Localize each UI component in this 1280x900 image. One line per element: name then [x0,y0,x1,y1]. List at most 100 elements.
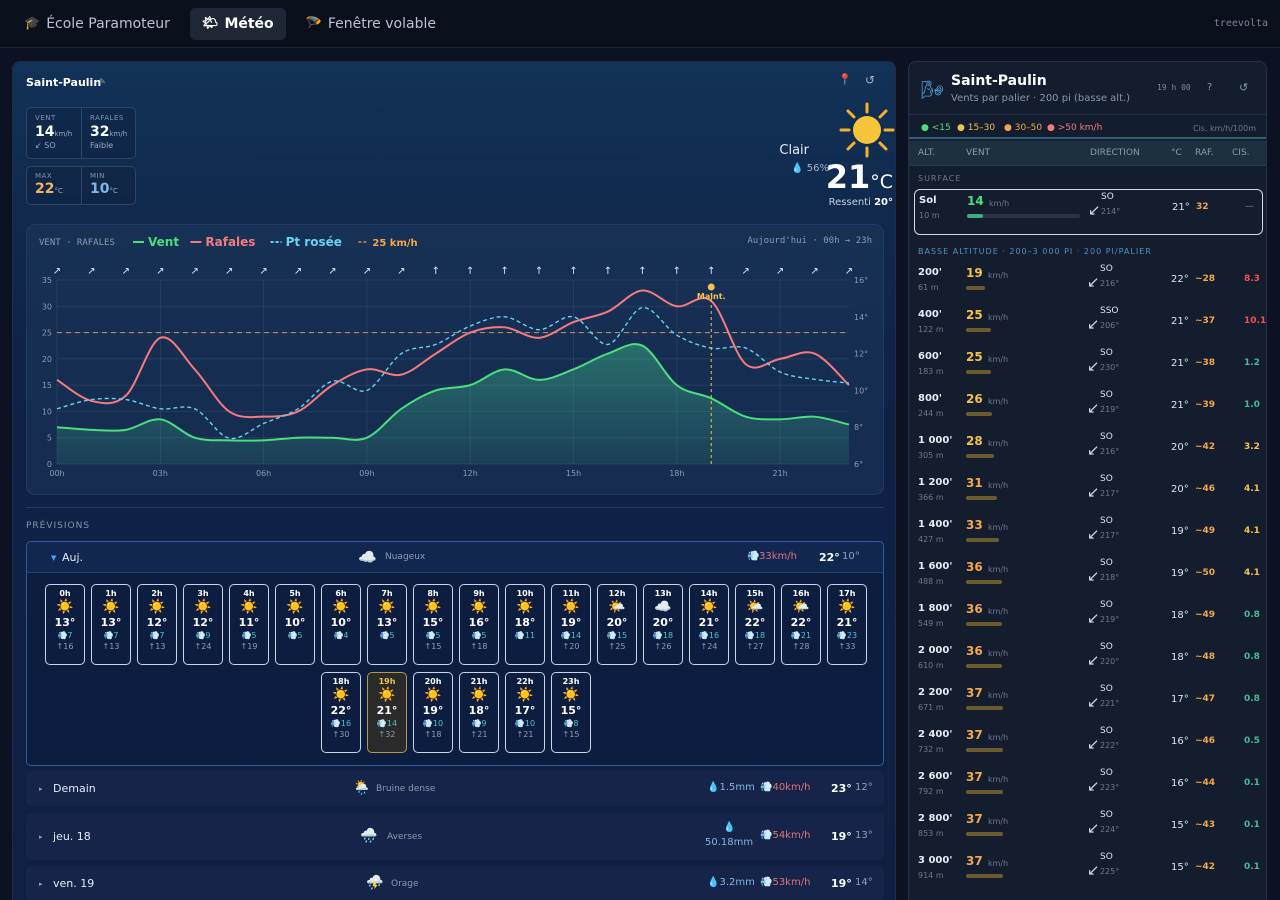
tab-ecole[interactable]: 🎓 École Paramoteur [12,8,182,40]
hour-temp: 13° [376,616,398,629]
altitude-row[interactable]: 2 200' 671 m 37 km/h ↙ SO 221° 17° ~47 0.8 [909,682,1266,724]
day-rain: 💧3.2mm [707,877,755,888]
hour-card[interactable]: 22h ☀️ 17° 💨10 ↑21 [505,672,545,753]
altitude-row[interactable]: 2 000' 610 m 36 km/h ↙ SO 220° 18° ~48 0.8 [909,640,1266,682]
hour-card[interactable]: 2h ☀️ 12° 💨7 ↑13 [137,584,177,665]
hour-card[interactable]: 20h ☀️ 19° 💨10 ↑18 [413,672,453,753]
hour-card[interactable]: 23h ☀️ 15° 💨8 ↑15 [551,672,591,753]
hour-card[interactable]: 18h ☀️ 22° 💨16 ↑30 [321,672,361,753]
altitude-row[interactable]: 2 400' 732 m 37 km/h ↙ SO 222° 16° ~46 0.5 [909,724,1266,766]
day-label: ven. 19 [53,877,95,890]
day-gust: 💨40km/h [760,782,811,793]
hour-card[interactable]: 21h ☀️ 18° 💨9 ↑21 [459,672,499,753]
hour-card[interactable]: 7h ☀️ 13° 💨5 [367,584,407,665]
hour-card[interactable]: 12h 🌤️ 20° 💨15 ↑25 [597,584,637,665]
hour-card[interactable]: 1h ☀️ 13° 💨7 ↑13 [91,584,131,665]
row-altitude: 1 800' [918,603,953,614]
wind-unit: km/h [54,130,73,138]
feels-value: 20° [874,197,893,208]
day-min: 10° [842,551,860,562]
day-row[interactable]: ▸ jeu. 18 🌧️ Averses 💧 50.18mm 💨54km/h 19° 13° [26,813,884,860]
tab-meteo[interactable]: 🌤 Météo [189,7,286,40]
row-speed-unit: km/h [988,397,1009,406]
altitude-row[interactable]: 400' 122 m 25 km/h ↙ SSO 206° 21° ~37 10.1 [909,304,1266,346]
hour-wind: 💨8 [563,719,579,728]
hour-card[interactable]: 19h ☀️ 21° 💨14 ↑32 [367,672,407,753]
altitude-row[interactable]: 1 400' 427 m 33 km/h ↙ SO 217° 19° ~49 4.1 [909,514,1266,556]
altitude-row[interactable]: 1 000' 305 m 28 km/h ↙ SO 216° 20° ~42 3.2 [909,430,1266,472]
row-speed-unit: km/h [988,691,1009,700]
weather-icon: 🌤️ [792,599,810,615]
altitude-row[interactable]: 1 600' 488 m 36 km/h ↙ SO 218° 19° ~50 4.1 [909,556,1266,598]
today-header[interactable]: ▼ Auj. ☁️ Nuageux 💨 33km/h 22° 10° [27,542,883,573]
hour-card[interactable]: 11h ☀️ 19° 💨14 ↑20 [551,584,591,665]
day-row[interactable]: ▸ ven. 19 ⛈️ Orage 💧3.2mm 💨53km/h 19° 14° [26,866,884,900]
hour-temp: 11° [238,616,260,629]
weather-icon: ☀️ [470,599,488,615]
row-gust: ~37 [1195,316,1216,326]
altitude-row[interactable]: 600' 183 m 25 km/h ↙ SO 230° 21° ~38 1.2 [909,346,1266,388]
pin-icon[interactable]: 📍 [838,73,852,86]
row-altitude: 1 600' [918,561,953,572]
hour-gust: ↑13 [102,642,120,651]
row-degrees: 214° [1101,207,1121,216]
altitude-row[interactable]: 2 600' 792 m 37 km/h ↙ SO 223° 16° ~44 0.1 [909,766,1266,808]
gust-value: 32 [90,124,110,140]
altitude-row[interactable]: 1 800' 549 m 36 km/h ↙ SO 219° 18° ~49 0.8 [909,598,1266,640]
altitude-row[interactable]: Sol 10 m 14 km/h ↙ SO 214° 21° 32 — [914,189,1263,235]
day-row[interactable]: ▸ Demain 🌦️ Bruine dense 💧1.5mm 💨40km/h 23° 12° [26,771,884,806]
altitude-row[interactable]: 1 200' 366 m 31 km/h ↙ SO 217° 20° ~46 4.1 [909,472,1266,514]
edit-icon[interactable]: ✎ [99,77,106,86]
row-temp: 17° [1171,694,1189,705]
tab-label: École Paramoteur [46,15,170,32]
speed-bar-fill [966,412,992,416]
hour-card[interactable]: 15h 🌤️ 22° 💨18 ↑27 [735,584,775,665]
tab-fenetre[interactable]: 🪂 Fenêtre volable [294,8,448,40]
refresh-icon[interactable]: ↺ [865,73,876,87]
hour-card[interactable]: 14h ☀️ 21° 💨16 ↑24 [689,584,729,665]
now-label: Maint. [697,292,726,301]
section-low-altitude: BASSE ALTITUDE · 200–3 000 PI · 200 PI/P… [918,247,1152,256]
refresh-icon[interactable]: ↺ [1239,81,1249,94]
direction-arrow-icon: ↙ [1087,651,1100,669]
hour-card[interactable]: 9h ☀️ 16° 💨5 ↑18 [459,584,499,665]
direction-arrow-icon: ↙ [1087,525,1100,543]
hour-card[interactable]: 3h ☀️ 12° 💨9 ↑24 [183,584,223,665]
direction-arrow-icon: ↙ [1087,399,1100,417]
hour-temp: 12° [192,616,214,629]
hour-card[interactable]: 6h ☀️ 10° 💨4 [321,584,361,665]
weather-icon: ☀️ [838,599,856,615]
legend-label: Pt rosée [286,235,342,249]
hour-card[interactable]: 8h ☀️ 15° 💨5 ↑15 [413,584,453,665]
altitude-row[interactable]: 200' 61 m 19 km/h ↙ SO 216° 22° ~28 8.3 [909,262,1266,304]
hour-card[interactable]: 16h 🌤️ 22° 💨21 ↑28 [781,584,821,665]
x-tick: 12h [463,469,478,478]
wind-arrow: ↑ [604,266,612,277]
row-degrees: 219° [1100,405,1120,414]
row-direction: SO [1101,192,1114,202]
legend-item: ● 15–30 [957,123,996,133]
row-gust: ~48 [1195,652,1216,662]
altitude-row[interactable]: 2 800' 853 m 37 km/h ↙ SO 224° 15° ~43 0.1 [909,808,1266,850]
row-speed-unit: km/h [988,481,1009,490]
direction-arrow-icon: ↙ [1087,357,1100,375]
col-shear: CIS. [1232,148,1250,158]
row-gust: ~50 [1195,568,1216,578]
y-tick: 35 [42,276,52,285]
hour-gust: ↑30 [332,730,350,739]
row-direction: SO [1100,474,1113,484]
hour-card[interactable]: 17h ☀️ 21° 💨23 ↑33 [827,584,867,665]
help-icon[interactable]: ? [1207,82,1213,93]
hour-card[interactable]: 5h ☀️ 10° 💨5 [275,584,315,665]
brand-name: treevolta [1213,18,1268,29]
row-meters: 122 m [918,325,944,334]
hour-card[interactable]: 10h ☀️ 18° 💨11 [505,584,545,665]
legend-item: ● >50 km/h [1047,123,1103,133]
altitude-row[interactable]: 800' 244 m 26 km/h ↙ SO 219° 21° ~39 1.0 [909,388,1266,430]
hour-card[interactable]: 4h ☀️ 11° 💨5 ↑19 [229,584,269,665]
altitude-row[interactable]: 3 000' 914 m 37 km/h ↙ SO 225° 15° ~42 0.1 [909,850,1266,892]
hour-card[interactable]: 0h ☀️ 13° 💨7 ↑16 [45,584,85,665]
hour-card[interactable]: 13h ☁️ 20° 💨18 ↑26 [643,584,683,665]
row-altitude: 3 000' [918,855,953,866]
hour-wind: 💨18 [744,631,766,640]
